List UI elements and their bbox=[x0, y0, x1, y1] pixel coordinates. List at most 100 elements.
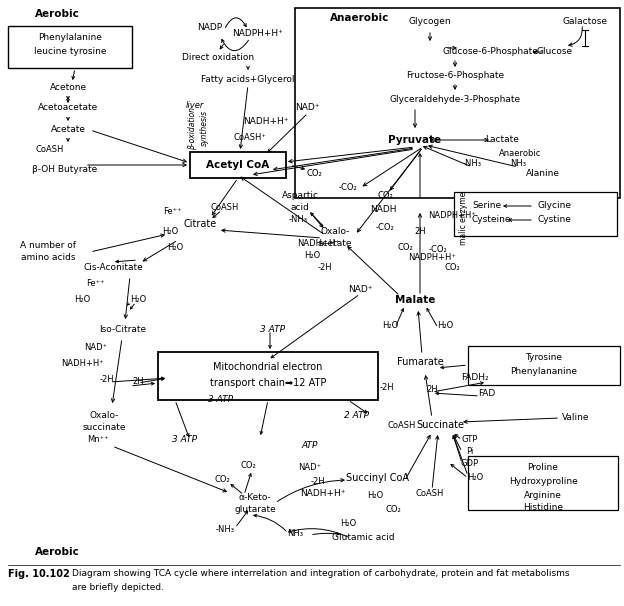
Text: H₂O: H₂O bbox=[130, 296, 146, 304]
Text: Fe⁺⁺: Fe⁺⁺ bbox=[85, 279, 104, 288]
Text: Direct oxidation: Direct oxidation bbox=[182, 53, 254, 62]
Text: GDP: GDP bbox=[461, 459, 479, 467]
Bar bbox=[190, 152, 286, 178]
Text: CoASH: CoASH bbox=[416, 490, 444, 499]
Text: H₂O: H₂O bbox=[162, 227, 178, 236]
Text: NADP: NADP bbox=[197, 24, 223, 33]
Text: Galactose: Galactose bbox=[562, 18, 608, 27]
Text: NAD⁺: NAD⁺ bbox=[298, 464, 321, 473]
Text: transport chain➡12 ATP: transport chain➡12 ATP bbox=[210, 378, 326, 388]
Text: -CO₂: -CO₂ bbox=[376, 224, 394, 233]
Text: liver: liver bbox=[186, 101, 204, 110]
Text: H₂O: H₂O bbox=[74, 296, 90, 304]
Text: Iso-Citrate: Iso-Citrate bbox=[99, 325, 147, 335]
Text: NADPH+H⁺: NADPH+H⁺ bbox=[233, 30, 283, 39]
Text: Mitochondrial electron: Mitochondrial electron bbox=[213, 362, 323, 372]
Text: FAD: FAD bbox=[479, 388, 495, 398]
Text: Pi: Pi bbox=[466, 447, 474, 456]
Text: Hydroxyproline: Hydroxyproline bbox=[509, 476, 577, 485]
Text: H₂O: H₂O bbox=[304, 250, 320, 259]
Text: β-oxidation: β-oxidation bbox=[188, 107, 198, 150]
Text: Cis-Aconitate: Cis-Aconitate bbox=[83, 264, 143, 273]
Text: Phenylananine: Phenylananine bbox=[510, 367, 577, 376]
Text: CoASH: CoASH bbox=[211, 202, 239, 211]
Text: Succinyl CoA: Succinyl CoA bbox=[346, 473, 409, 483]
Text: NAD⁺: NAD⁺ bbox=[84, 344, 107, 353]
Text: acetate: acetate bbox=[318, 239, 353, 248]
Text: Aspartic: Aspartic bbox=[281, 191, 318, 201]
Text: Anaerobic: Anaerobic bbox=[499, 148, 541, 158]
Text: α-Keto-: α-Keto- bbox=[238, 493, 271, 502]
Text: Citrate: Citrate bbox=[183, 219, 217, 229]
Text: CO₂: CO₂ bbox=[385, 505, 401, 514]
Text: Phenylalanine: Phenylalanine bbox=[38, 33, 102, 42]
Text: NAD⁺: NAD⁺ bbox=[348, 285, 373, 295]
Text: Glycogen: Glycogen bbox=[409, 18, 451, 27]
Text: CO₂: CO₂ bbox=[214, 476, 230, 485]
Text: malic enzyme: malic enzyme bbox=[459, 191, 467, 245]
Text: Glucose-6-Phosphate: Glucose-6-Phosphate bbox=[442, 47, 538, 56]
Text: CoASH: CoASH bbox=[36, 145, 64, 155]
Text: Cysteine: Cysteine bbox=[472, 216, 512, 224]
Text: Glyceraldehyde-3-Phosphate: Glyceraldehyde-3-Phosphate bbox=[389, 96, 520, 104]
Text: Tyrosine: Tyrosine bbox=[525, 353, 562, 362]
Text: -NH₃: -NH₃ bbox=[462, 159, 482, 167]
Text: synthesis: synthesis bbox=[200, 110, 208, 146]
Text: CO₂: CO₂ bbox=[444, 264, 460, 273]
Text: Arginine: Arginine bbox=[524, 490, 562, 499]
Text: -NH₃: -NH₃ bbox=[288, 216, 308, 224]
Text: GTP: GTP bbox=[462, 436, 478, 444]
Text: Anaerobic: Anaerobic bbox=[330, 13, 389, 23]
Text: Acetone: Acetone bbox=[49, 84, 87, 93]
Text: -NH₃: -NH₃ bbox=[215, 525, 235, 534]
Text: CO₂: CO₂ bbox=[240, 461, 256, 470]
Text: Fe⁺⁺: Fe⁺⁺ bbox=[163, 207, 182, 216]
Text: leucine tyrosine: leucine tyrosine bbox=[34, 47, 106, 56]
Text: -2H: -2H bbox=[318, 264, 333, 273]
Text: -CO₂: -CO₂ bbox=[339, 184, 358, 193]
Bar bbox=[8, 26, 132, 68]
Text: ATP: ATP bbox=[302, 441, 318, 450]
Text: NADH+H⁺: NADH+H⁺ bbox=[300, 490, 346, 499]
Text: Fatty acids+Glycerol: Fatty acids+Glycerol bbox=[202, 76, 295, 84]
Text: Pyruvate: Pyruvate bbox=[388, 135, 442, 145]
Text: Aerobic: Aerobic bbox=[35, 9, 80, 19]
Text: Serine: Serine bbox=[472, 202, 501, 210]
Text: Mn⁺⁺: Mn⁺⁺ bbox=[87, 436, 109, 444]
Text: Aerobic: Aerobic bbox=[35, 547, 80, 557]
Text: 3 ATP: 3 ATP bbox=[208, 396, 233, 404]
Text: H₂O: H₂O bbox=[367, 490, 383, 499]
Text: Cystine: Cystine bbox=[537, 216, 571, 224]
Text: CO₂: CO₂ bbox=[306, 170, 322, 179]
Text: Acetoacetate: Acetoacetate bbox=[38, 104, 98, 113]
Text: CO₂: CO₂ bbox=[377, 190, 393, 199]
Text: 2H: 2H bbox=[414, 227, 426, 236]
Text: glutarate: glutarate bbox=[234, 505, 276, 514]
Text: H₂O: H₂O bbox=[167, 244, 183, 253]
Text: CoASH⁺: CoASH⁺ bbox=[233, 133, 266, 142]
Text: H₂O: H₂O bbox=[467, 473, 483, 482]
Bar bbox=[468, 456, 618, 510]
Text: -2H: -2H bbox=[311, 478, 325, 487]
Text: Malate: Malate bbox=[395, 295, 435, 305]
Text: 2H: 2H bbox=[426, 385, 438, 395]
Text: Glucose: Glucose bbox=[537, 47, 573, 56]
Text: Succinate: Succinate bbox=[416, 420, 464, 430]
Text: NADH+H⁺: NADH+H⁺ bbox=[243, 118, 289, 127]
Text: Lactate: Lactate bbox=[485, 136, 519, 144]
Text: Acetate: Acetate bbox=[51, 125, 85, 135]
Text: CO₂: CO₂ bbox=[397, 244, 413, 253]
Text: H₂O: H₂O bbox=[382, 321, 398, 330]
Bar bbox=[158, 352, 378, 400]
Text: succinate: succinate bbox=[82, 422, 126, 431]
Text: Oxalo-: Oxalo- bbox=[89, 410, 119, 419]
Text: 3 ATP: 3 ATP bbox=[260, 325, 285, 335]
Text: Alanine: Alanine bbox=[526, 170, 560, 179]
Text: Acetyl CoA: Acetyl CoA bbox=[207, 160, 270, 170]
Text: NADH+H⁺: NADH+H⁺ bbox=[61, 359, 104, 368]
Text: Diagram showing TCA cycle where interrelation and integration of carbohydrate, p: Diagram showing TCA cycle where interrel… bbox=[72, 570, 570, 579]
Text: -2H: -2H bbox=[379, 384, 394, 393]
Text: CoASH: CoASH bbox=[388, 421, 416, 430]
Text: Proline: Proline bbox=[527, 462, 558, 471]
Text: Valine: Valine bbox=[562, 413, 590, 422]
